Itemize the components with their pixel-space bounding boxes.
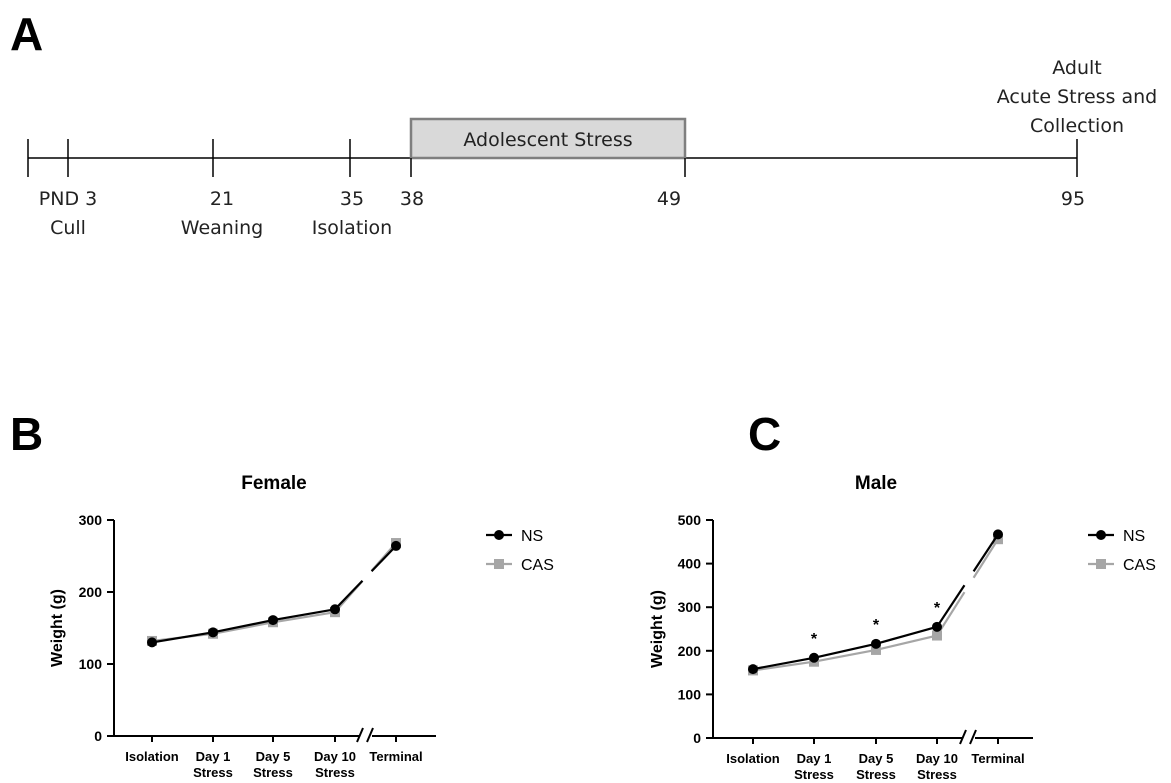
- significance-star: *: [934, 600, 941, 617]
- data-point-ns: [809, 652, 819, 663]
- series-line-break-ns: [334, 580, 364, 611]
- x-tick-label: Day 1: [196, 749, 231, 764]
- legend-marker-ns: [494, 530, 504, 540]
- y-tick-label: 100: [678, 686, 702, 702]
- x-tick-label: Stress: [917, 767, 957, 782]
- y-tick-label: 300: [79, 512, 103, 528]
- legend-label-cas: CAS: [1123, 557, 1156, 574]
- legend-marker-cas: [1096, 559, 1106, 569]
- y-tick-label: 0: [94, 728, 102, 744]
- x-tick-label: Isolation: [726, 751, 780, 766]
- x-tick-label: Stress: [315, 765, 355, 780]
- timeline-label-38: 38: [400, 188, 424, 210]
- data-point-ns: [208, 627, 218, 638]
- y-tick-label: 200: [678, 643, 702, 659]
- significance-star: *: [811, 631, 818, 648]
- panel-label-c: C: [748, 408, 781, 460]
- legend-label-cas: CAS: [521, 557, 554, 574]
- series-line-break-cas: [972, 538, 999, 579]
- male-weight-chart: Male 0 100 200 300 400 500 Weight (g) Isolation D…: [649, 473, 1156, 782]
- series-line-break-ns: [370, 545, 397, 573]
- series-line-break-ns: [972, 533, 999, 572]
- y-tick-label: 200: [79, 584, 103, 600]
- series-line-cas: [752, 634, 938, 672]
- x-tick-label: Terminal: [369, 749, 422, 764]
- chart-title: Female: [241, 473, 306, 494]
- y-tick-label: 300: [678, 599, 702, 615]
- axis-break-mark: [356, 727, 364, 743]
- timeline: Adolescent Stress PND 3 Cull 21 Weaning …: [27, 57, 1158, 239]
- data-point-ns: [748, 664, 758, 675]
- adolescent-stress-box: [409, 117, 687, 160]
- x-tick-label: Day 10: [916, 751, 958, 766]
- x-tick-label: Day 1: [797, 751, 832, 766]
- legend-label-ns: NS: [521, 528, 543, 545]
- series-line-ns: [151, 608, 336, 644]
- data-point-cas: [871, 644, 881, 655]
- timeline-sublabel-cull: Cull: [50, 217, 86, 239]
- series-line-break-ns: [936, 584, 966, 628]
- y-tick-label: 0: [693, 730, 701, 746]
- data-point-ns: [932, 621, 942, 632]
- panel-label-b: B: [10, 408, 43, 460]
- x-tick-label: Day 5: [256, 749, 291, 764]
- data-point-ns: [993, 529, 1003, 540]
- data-point-ns: [147, 637, 157, 648]
- y-axis-label: Weight (g): [649, 590, 666, 668]
- y-tick-label: 500: [678, 512, 702, 528]
- timeline-end-label-collection: Collection: [1030, 115, 1124, 137]
- timeline-sublabel-weaning: Weaning: [181, 217, 263, 239]
- y-axis-label: Weight (g): [49, 589, 66, 667]
- female-weight-chart: Female 0 100 200 300 Weight (g) Isolation Day 1…: [49, 473, 554, 780]
- timeline-label-49: 49: [657, 188, 681, 210]
- x-tick-label: Stress: [794, 767, 834, 782]
- y-tick-label: 400: [678, 556, 702, 572]
- timeline-label-95: 95: [1061, 188, 1085, 210]
- timeline-label-21: 21: [210, 188, 234, 210]
- x-tick-label: Stress: [253, 765, 293, 780]
- x-tick-label: Day 5: [859, 751, 894, 766]
- timeline-label-35: 35: [340, 188, 364, 210]
- timeline-label-pnd3: PND 3: [39, 188, 97, 210]
- chart-title: Male: [855, 473, 897, 494]
- axis-break-mark: [366, 727, 374, 743]
- timeline-end-label-adult: Adult: [1052, 57, 1102, 79]
- x-tick-label: Terminal: [971, 751, 1024, 766]
- x-tick-label: Isolation: [125, 749, 179, 764]
- adolescent-stress-label: Adolescent Stress: [463, 129, 632, 151]
- panel-label-a: A: [10, 8, 43, 60]
- significance-star: *: [873, 617, 880, 634]
- legend-label-ns: NS: [1123, 528, 1145, 545]
- x-tick-label: Stress: [856, 767, 896, 782]
- data-point-ns: [871, 638, 881, 649]
- series-line-ns: [752, 625, 938, 671]
- data-point-ns: [391, 540, 401, 551]
- legend-marker-cas: [494, 559, 504, 569]
- x-tick-label: Stress: [193, 765, 233, 780]
- timeline-sublabel-isolation: Isolation: [312, 217, 392, 239]
- timeline-end-label-acute-stress: Acute Stress and: [997, 86, 1158, 108]
- axis-break-mark: [969, 729, 977, 745]
- axis-break-mark: [959, 729, 967, 745]
- x-tick-label: Day 10: [314, 749, 356, 764]
- y-tick-label: 100: [79, 656, 103, 672]
- data-point-ns: [268, 615, 278, 626]
- legend-marker-ns: [1096, 530, 1106, 540]
- data-point-cas: [932, 630, 942, 641]
- data-point-ns: [330, 604, 340, 615]
